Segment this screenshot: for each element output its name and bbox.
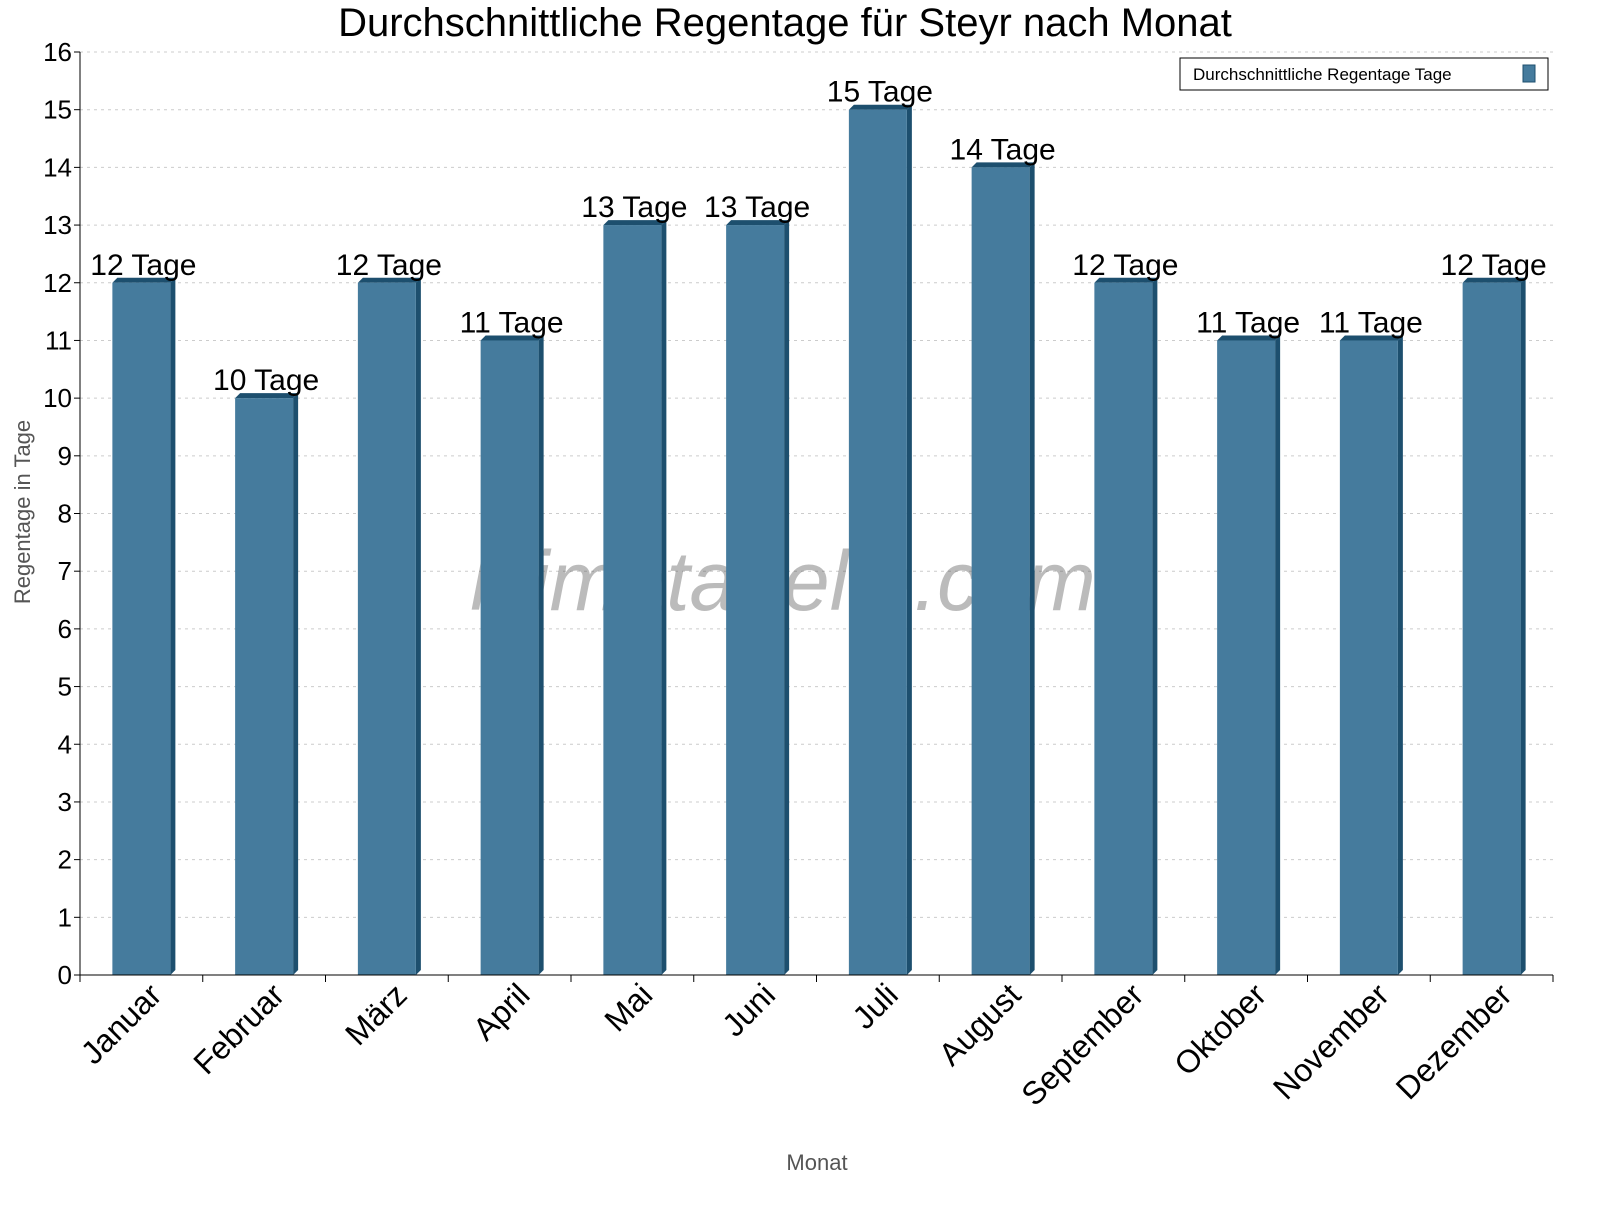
- bar-top: [603, 220, 667, 226]
- x-tick-label: April: [466, 976, 537, 1047]
- x-axis-label: Monat: [786, 1150, 847, 1175]
- bar-top: [726, 220, 790, 226]
- data-label: 13 Tage: [581, 191, 687, 224]
- data-label: 12 Tage: [1441, 249, 1547, 282]
- x-tick-label: Juni: [715, 976, 782, 1043]
- x-tick-label: Oktober: [1167, 976, 1273, 1082]
- data-label: 12 Tage: [1072, 249, 1178, 282]
- bar: [357, 282, 416, 975]
- bar-top: [971, 162, 1035, 168]
- x-tick-label: Januar: [74, 976, 169, 1071]
- x-tick-label: Juli: [845, 976, 904, 1035]
- y-tick-label: 8: [58, 499, 72, 529]
- bar-top: [1462, 277, 1526, 283]
- bar: [1094, 282, 1153, 975]
- data-label: 10 Tage: [213, 364, 319, 397]
- legend-box: [1179, 57, 1549, 91]
- y-tick-label: 11: [45, 325, 72, 355]
- data-label: 11 Tage: [1196, 306, 1300, 339]
- x-tick-label: November: [1266, 976, 1396, 1106]
- bar-top: [235, 393, 299, 399]
- bar-top: [480, 335, 544, 341]
- data-label: 11 Tage: [460, 306, 564, 339]
- data-label: 11 Tage: [1319, 306, 1423, 339]
- y-tick-label: 3: [58, 787, 72, 817]
- y-tick-label: 13: [43, 210, 72, 240]
- y-tick-label: 4: [58, 729, 72, 759]
- bar-side: [906, 104, 912, 975]
- bar-side: [1397, 335, 1403, 975]
- x-tick-label: Februar: [186, 976, 291, 1081]
- x-tick-label: September: [1014, 976, 1150, 1112]
- bar: [1217, 340, 1276, 975]
- y-tick-label: 14: [43, 152, 72, 182]
- bar-top: [357, 277, 421, 283]
- bar: [112, 282, 171, 975]
- bar-side: [784, 220, 790, 975]
- chart-title: Durchschnittliche Regentage für Steyr na…: [338, 1, 1232, 45]
- bar-side: [293, 393, 299, 975]
- bar-top: [112, 277, 176, 283]
- y-tick-label: 0: [58, 960, 72, 990]
- bar-side: [661, 220, 667, 975]
- bar-top: [1217, 335, 1281, 341]
- x-tick-label: März: [338, 976, 414, 1052]
- legend-label: Durchschnittliche Regentage Tage: [1193, 65, 1452, 84]
- bar-top: [848, 104, 912, 110]
- y-tick-label: 16: [43, 37, 72, 67]
- bar-top: [1339, 335, 1403, 341]
- bar-side: [170, 277, 176, 975]
- y-tick-label: 1: [58, 902, 72, 932]
- y-tick-label: 5: [58, 672, 72, 702]
- data-label: 12 Tage: [336, 249, 442, 282]
- data-label: 12 Tage: [90, 249, 196, 282]
- bar-side: [1520, 277, 1526, 975]
- y-tick-label: 2: [58, 845, 72, 875]
- y-tick-label: 7: [58, 556, 72, 586]
- data-label: 13 Tage: [704, 191, 810, 224]
- legend: Durchschnittliche Regentage Tage: [1179, 57, 1549, 91]
- grid-lines: [80, 51, 1553, 918]
- bar-side: [1275, 335, 1281, 975]
- x-tick-label: August: [932, 976, 1028, 1072]
- bar: [1339, 340, 1398, 975]
- legend-swatch: [1522, 64, 1536, 83]
- y-tick-label: 9: [58, 441, 72, 471]
- bar: [726, 225, 785, 975]
- x-tick-label: Mai: [597, 976, 659, 1038]
- bar: [603, 225, 662, 975]
- bar: [1462, 282, 1521, 975]
- bar-side: [1029, 162, 1035, 975]
- bars: 12 Tage 10 Tage 12 Tage 11 Tage 13 Tage 13 Ta…: [90, 76, 1547, 975]
- y-tick-label: 15: [43, 95, 72, 125]
- bar: [235, 398, 294, 975]
- y-tick-label: 6: [58, 614, 72, 644]
- bar-top: [1094, 277, 1158, 283]
- bar-side: [1152, 277, 1158, 975]
- bar-side: [415, 277, 421, 975]
- data-label: 14 Tage: [950, 133, 1056, 166]
- bar: [480, 340, 539, 975]
- bar: [971, 167, 1030, 975]
- bar-side: [538, 335, 544, 975]
- x-tick-label: Dezember: [1389, 976, 1519, 1106]
- y-tick-label: 12: [43, 268, 72, 298]
- bar: [848, 109, 907, 975]
- y-axis-label: Regentage in Tage: [10, 420, 35, 604]
- data-label: 15 Tage: [827, 76, 933, 109]
- y-tick-label: 10: [43, 383, 72, 413]
